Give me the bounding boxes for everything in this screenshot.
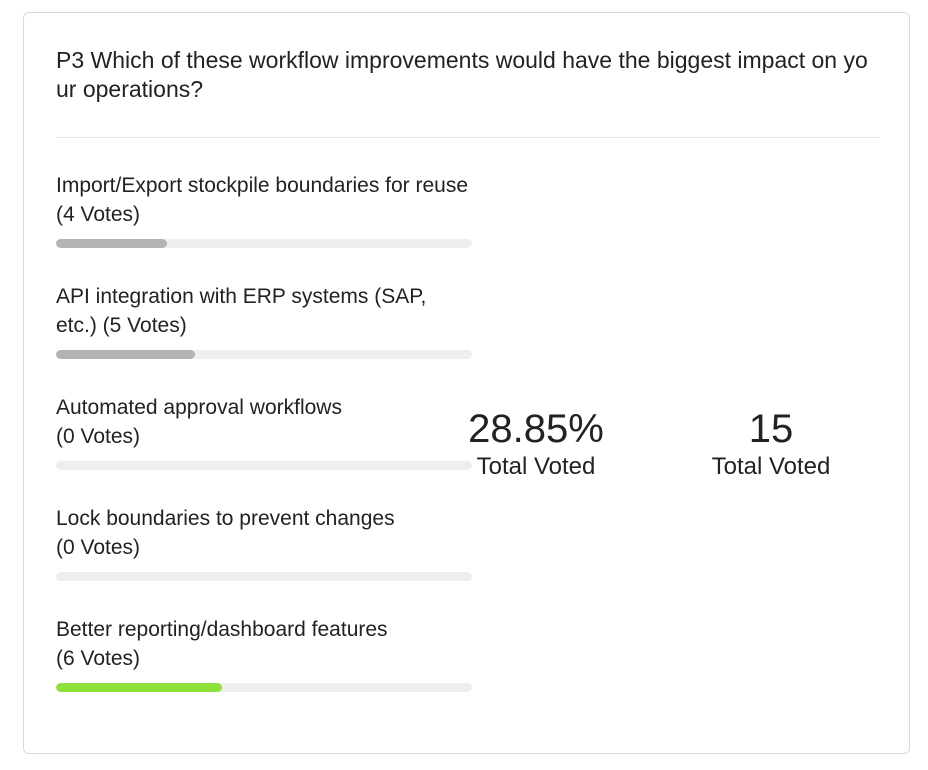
divider <box>56 137 879 138</box>
total-voted-count-value: 15 <box>748 407 794 451</box>
poll-option-label: Better reporting/dashboard features (6 V… <box>56 618 388 670</box>
vote-bar-track <box>56 461 472 470</box>
poll-option: Automated approval workflows (0 Votes) <box>56 393 472 504</box>
total-voted-count-stat: 15 Total Voted <box>687 406 855 482</box>
vote-bar-track <box>56 239 472 248</box>
vote-bar-fill <box>56 350 195 359</box>
poll-options: Import/Export stockpile boundaries for r… <box>56 171 472 726</box>
poll-option-label: Import/Export stockpile boundaries for r… <box>56 174 469 226</box>
total-voted-percent-value: 28.85% <box>468 407 604 451</box>
vote-bar-fill <box>56 683 223 692</box>
total-voted-count-label: Total Voted <box>711 453 831 480</box>
vote-bar-track <box>56 683 472 692</box>
vote-bar-track <box>56 572 472 581</box>
poll-option: Import/Export stockpile boundaries for r… <box>56 171 472 282</box>
vote-bar-track <box>56 350 472 359</box>
total-voted-percent-label: Total Voted <box>476 453 596 480</box>
vote-bar-fill <box>56 239 168 248</box>
poll-option-label: Lock boundaries to prevent changes (0 Vo… <box>56 507 395 559</box>
poll-option-label: API integration with ERP systems (SAP, e… <box>56 285 427 337</box>
poll-option: API integration with ERP systems (SAP, e… <box>56 282 472 393</box>
total-voted-percent-stat: 28.85% Total Voted <box>452 406 620 482</box>
poll-option-label: Automated approval workflows (0 Votes) <box>56 396 342 448</box>
poll-question: P3 Which of these workflow improvements … <box>56 47 868 102</box>
poll-option: Better reporting/dashboard features (6 V… <box>56 615 472 726</box>
poll-option: Lock boundaries to prevent changes (0 Vo… <box>56 504 472 615</box>
poll-card: P3 Which of these workflow improvements … <box>23 12 910 754</box>
